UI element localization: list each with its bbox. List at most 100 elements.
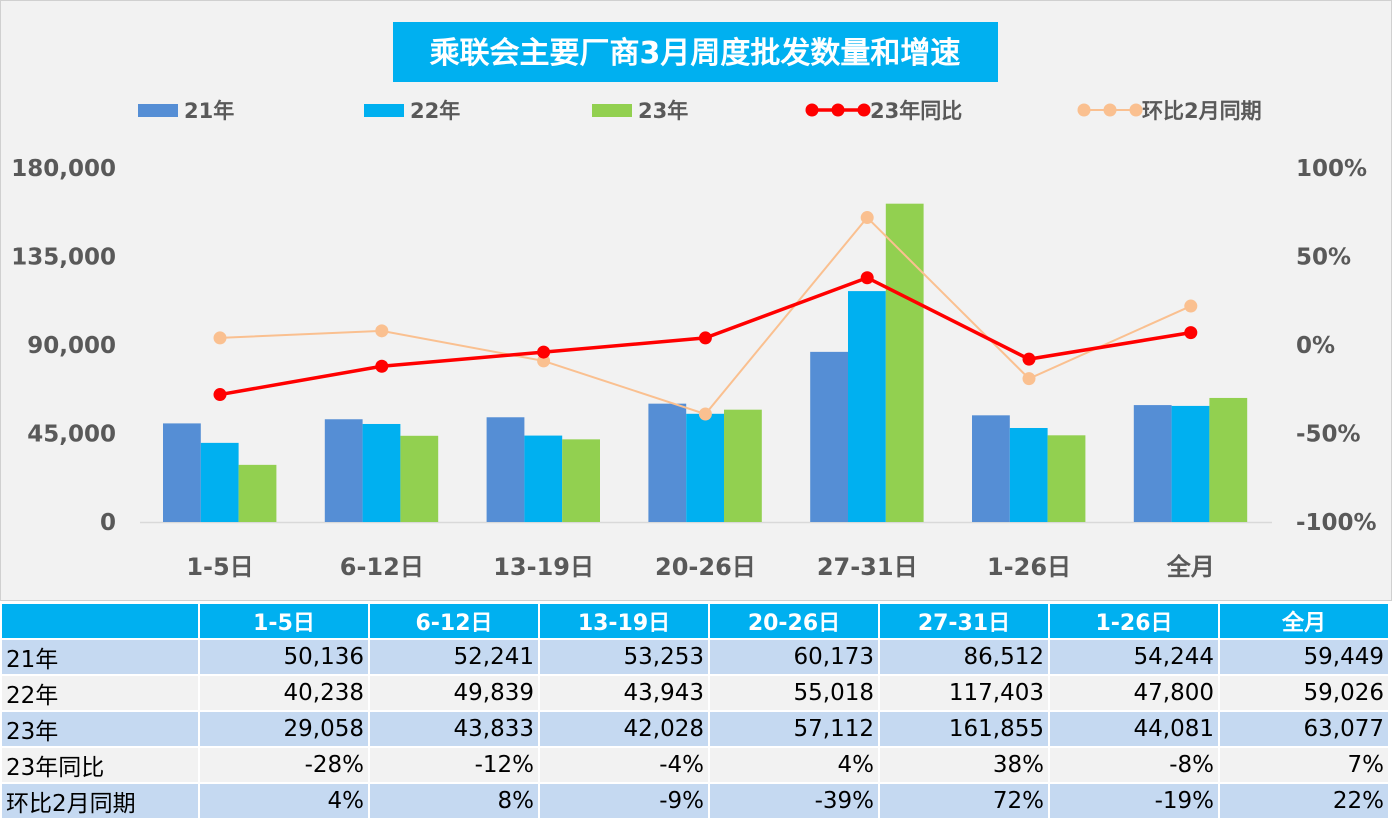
row-label: 环比2月同期 (2, 784, 198, 818)
x-tick-label: 27-31日 (817, 553, 918, 581)
legend-swatch (592, 104, 632, 117)
table-header-row: 1-5日 6-12日 13-19日 20-26日 27-31日 1-26日 全月 (2, 604, 1388, 638)
legend-marker (1129, 103, 1143, 117)
table-cell: -4% (540, 748, 708, 782)
table-cell: 55,018 (710, 676, 878, 710)
bar-23年 (724, 409, 762, 522)
left-tick-label: 45,000 (27, 422, 116, 448)
table-cell: 60,173 (710, 640, 878, 674)
bar-21年 (972, 415, 1010, 522)
table-cell: 59,449 (1220, 640, 1388, 674)
legend-label: 22年 (410, 99, 460, 123)
title-box (393, 22, 998, 82)
bar-23年 (1047, 435, 1086, 522)
table-cell: 49,839 (370, 676, 538, 710)
table-header-cell: 20-26日 (710, 604, 878, 638)
table-cell: 43,943 (540, 676, 708, 710)
table-header-cell (2, 604, 198, 638)
table-row: 23年 29,058 43,833 42,028 57,112 161,855 44,081… (2, 712, 1388, 746)
bar-23年 (238, 464, 277, 522)
row-label: 23年 (2, 712, 198, 746)
point-23年同比 (698, 331, 712, 345)
legend: 21年 22年 23年 23年同比 环比2月同期 (138, 99, 1262, 123)
bars (163, 203, 1248, 522)
table-header-cell: 27-31日 (880, 604, 1048, 638)
left-tick-label: 90,000 (27, 333, 116, 359)
table-cell: 22% (1220, 784, 1388, 818)
table-row: 22年 40,238 49,839 43,943 55,018 117,403 47,800… (2, 676, 1388, 710)
point-环比2月同期 (213, 331, 227, 345)
legend-marker (1103, 103, 1117, 117)
legend-label: 23年同比 (870, 99, 962, 123)
bar-22年 (848, 291, 886, 522)
legend-swatch (138, 104, 178, 117)
table-cell: -39% (710, 784, 878, 818)
bar-23年 (1209, 397, 1248, 522)
table-header-cell: 6-12日 (370, 604, 538, 638)
legend-swatch (364, 104, 404, 117)
point-23年同比 (1184, 326, 1198, 340)
right-tick-label: 0% (1296, 333, 1335, 359)
legend-item: 22年 (364, 99, 460, 123)
table-cell: 40,238 (200, 676, 368, 710)
legend-item: 环比2月同期 (1077, 99, 1262, 123)
table-cell: 42,028 (540, 712, 708, 746)
x-tick-label: 全月 (1166, 553, 1215, 581)
table-cell: 50,136 (200, 640, 368, 674)
x-tick-label: 1-26日 (987, 553, 1071, 581)
legend-label: 21年 (184, 99, 234, 123)
legend-marker (857, 103, 871, 117)
table-cell: 59,026 (1220, 676, 1388, 710)
table-cell: 54,244 (1050, 640, 1218, 674)
table-cell: 47,800 (1050, 676, 1218, 710)
table-cell: -19% (1050, 784, 1218, 818)
chart-title: 乘联会主要厂商3月周度批发数量和增速 (430, 36, 961, 71)
table-cell: 38% (880, 748, 1048, 782)
legend-item: 23年 (592, 99, 688, 123)
table-cell: 63,077 (1220, 712, 1388, 746)
point-环比2月同期 (860, 211, 874, 225)
table-cell: -9% (540, 784, 708, 818)
legend-item: 23年同比 (805, 99, 962, 123)
left-tick-label: 0 (100, 510, 116, 536)
table-cell: 43,833 (370, 712, 538, 746)
table-cell: 161,855 (880, 712, 1048, 746)
bar-22年 (686, 413, 724, 522)
point-环比2月同期 (698, 407, 712, 421)
point-23年同比 (860, 271, 874, 285)
legend-marker (831, 103, 845, 117)
table-cell: 117,403 (880, 676, 1048, 710)
data-table: 1-5日 6-12日 13-19日 20-26日 27-31日 1-26日 全月 21年 50,… (0, 602, 1390, 820)
table-header-cell: 1-5日 (200, 604, 368, 638)
point-23年同比 (537, 345, 551, 359)
table-row: 21年 50,136 52,241 53,253 60,173 86,512 54,244 5… (2, 640, 1388, 674)
bar-21年 (324, 419, 363, 522)
point-23年同比 (375, 359, 389, 373)
lines (213, 211, 1198, 421)
x-tick-label: 6-12日 (340, 553, 424, 581)
point-环比2月同期 (375, 324, 389, 338)
bar-23年 (400, 435, 439, 522)
bar-22年 (200, 442, 239, 522)
table-header-cell: 全月 (1220, 604, 1388, 638)
table-cell: 7% (1220, 748, 1388, 782)
bar-23年 (562, 439, 600, 522)
right-tick-label: -100% (1296, 510, 1377, 536)
right-tick-label: 100% (1296, 156, 1367, 182)
table-cell: 4% (200, 784, 368, 818)
table-cell: 8% (370, 784, 538, 818)
table-cell: 52,241 (370, 640, 538, 674)
bar-21年 (648, 403, 687, 522)
table-cell: 44,081 (1050, 712, 1218, 746)
bar-21年 (163, 423, 201, 522)
legend-marker (805, 103, 819, 117)
x-tick-label: 13-19日 (493, 553, 594, 581)
legend-marker (1077, 103, 1091, 117)
right-tick-label: -50% (1296, 422, 1361, 448)
point-环比2月同期 (1022, 372, 1036, 386)
bar-22年 (1171, 405, 1210, 522)
table-cell: 4% (710, 748, 878, 782)
table-cell: -8% (1050, 748, 1218, 782)
table-cell: 53,253 (540, 640, 708, 674)
point-23年同比 (213, 388, 227, 402)
